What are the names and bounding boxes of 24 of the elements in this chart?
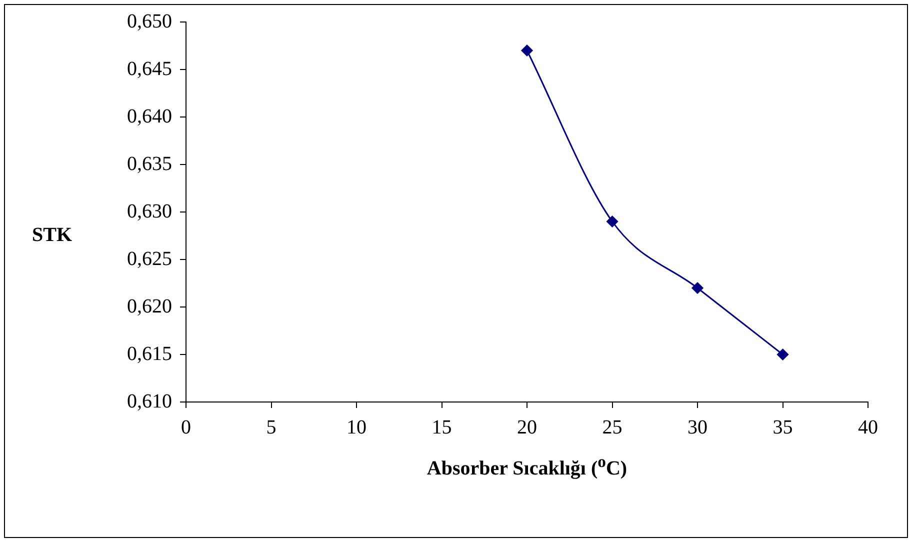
y-tick-label: 0,620 xyxy=(127,295,172,318)
x-tick-label: 30 xyxy=(688,416,708,438)
y-tick-label: 0,625 xyxy=(127,248,172,270)
x-tick-label: 20 xyxy=(517,416,537,438)
y-tick-label: 0,645 xyxy=(127,58,172,80)
point xyxy=(521,44,533,56)
x-tick-label: 25 xyxy=(602,416,622,438)
x-tick-label: 5 xyxy=(266,416,276,438)
x-tick-label: 35 xyxy=(772,416,793,438)
x-tick-label: 10 xyxy=(346,416,366,438)
x-tick-label: 15 xyxy=(432,416,452,438)
y-tick-label: 0,630 xyxy=(127,200,172,222)
y-axis-title: STK xyxy=(32,224,72,247)
point xyxy=(692,282,704,294)
y-tick-label: 0,610 xyxy=(127,390,172,412)
x-axis-title: Absorber Sıcaklığı ($^{o}$C) xyxy=(426,452,628,481)
y-tick-label: 0,640 xyxy=(127,105,172,128)
y-tick-label: 0,635 xyxy=(127,152,172,175)
x-tick-label: 40 xyxy=(858,416,878,438)
y-tick-label: 0,650 xyxy=(127,10,172,32)
y-tick-label: 0,615 xyxy=(127,342,172,365)
x-tick-label: 0 xyxy=(181,416,191,438)
point xyxy=(777,348,788,360)
point xyxy=(606,216,618,228)
